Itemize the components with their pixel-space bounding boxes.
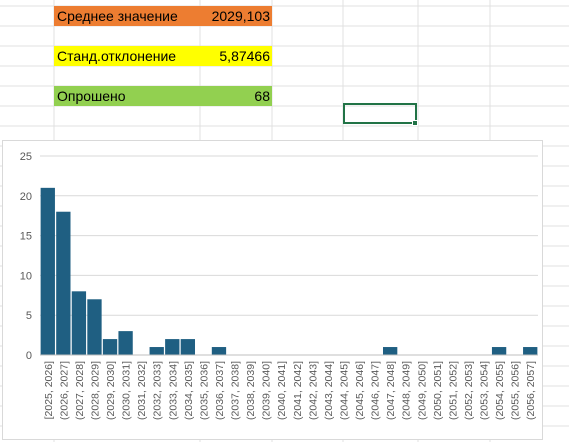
- mean-label: Среднее значение: [57, 8, 178, 24]
- histogram-bar[interactable]: [87, 299, 102, 355]
- stddev-row[interactable]: Станд.отклонение 5,87466: [54, 46, 272, 66]
- x-tick-label: (2045, 2046]: [354, 361, 366, 420]
- x-tick-label: (2040, 2041]: [276, 361, 288, 420]
- x-tick-label: (2049, 2050]: [416, 361, 428, 420]
- histogram-bar[interactable]: [149, 347, 164, 355]
- histogram-bar[interactable]: [211, 347, 227, 355]
- y-tick-label: 10: [20, 270, 32, 282]
- surveyed-row[interactable]: Опрошено 68: [54, 86, 272, 106]
- x-tick-label: (2026, 2027]: [58, 361, 70, 420]
- histogram-bar[interactable]: [40, 187, 55, 355]
- histogram-bar[interactable]: [56, 211, 71, 355]
- x-tick-label: (2046, 2047]: [370, 361, 382, 420]
- selected-cell[interactable]: [343, 103, 417, 124]
- histogram-bar[interactable]: [382, 347, 398, 355]
- surveyed-value: 68: [254, 88, 270, 104]
- x-tick-label: (2032, 2033]: [152, 361, 164, 420]
- x-tick-label: (2030, 2031]: [121, 361, 133, 420]
- x-tick-label: (2027, 2028]: [74, 361, 86, 420]
- histogram-bar[interactable]: [165, 339, 180, 355]
- x-tick-label: (2050, 2051]: [432, 361, 444, 420]
- chart-canvas: 0 5 10 15 20 25 [2025, 2026] (2026, 2027] (2027,…: [20, 151, 538, 420]
- histogram-chart[interactable]: 0 5 10 15 20 25 [2025, 2026] (2026, 2027] (2027,…: [2, 140, 543, 440]
- x-tick-label: (2029, 2030]: [105, 361, 117, 420]
- histogram-bar[interactable]: [180, 339, 196, 355]
- x-tick-label: (2038, 2039]: [245, 361, 257, 420]
- histogram-bar[interactable]: [118, 331, 133, 355]
- histogram-bar[interactable]: [523, 347, 538, 355]
- x-tick-label: (2047, 2048]: [385, 361, 397, 420]
- x-tick-label: (2056, 2057]: [525, 361, 537, 420]
- stddev-label: Станд.отклонение: [57, 48, 177, 64]
- y-tick-label: 20: [20, 191, 32, 203]
- x-tick-label: (2034, 2035]: [183, 361, 195, 420]
- y-tick-label: 25: [20, 151, 32, 163]
- x-tick-label: (2053, 2054]: [479, 361, 491, 420]
- x-tick-label: (2054, 2055]: [494, 361, 506, 420]
- mean-row[interactable]: Среднее значение 2029,103: [54, 6, 272, 26]
- y-tick-label: 0: [26, 350, 32, 362]
- x-tick-label: (2055, 2056]: [510, 361, 522, 420]
- x-tick-label: (2035, 2036]: [198, 361, 210, 420]
- x-tick-label: (2052, 2053]: [463, 361, 475, 420]
- fill-handle[interactable]: [412, 120, 418, 126]
- histogram-bar[interactable]: [102, 339, 118, 355]
- y-tick-label: 5: [26, 310, 32, 322]
- x-tick-label: (2033, 2034]: [167, 361, 179, 420]
- x-tick-label: (2039, 2040]: [261, 361, 273, 420]
- x-tick-label: (2051, 2052]: [447, 361, 459, 420]
- histogram-bar[interactable]: [491, 347, 507, 355]
- mean-value: 2029,103: [211, 8, 270, 24]
- y-tick-label: 15: [20, 231, 32, 243]
- x-tick-label: (2043, 2044]: [323, 361, 335, 420]
- stddev-value: 5,87466: [219, 48, 270, 64]
- histogram-bar[interactable]: [71, 291, 87, 355]
- x-tick-label: (2044, 2045]: [338, 361, 350, 420]
- x-tick-label: [2025, 2026]: [43, 361, 55, 419]
- x-tick-label: (2048, 2049]: [401, 361, 413, 420]
- x-tick-label: (2042, 2043]: [307, 361, 319, 420]
- x-tick-label: (2036, 2037]: [214, 361, 226, 420]
- x-tick-label: (2037, 2038]: [230, 361, 242, 420]
- x-tick-label: (2028, 2029]: [89, 361, 101, 420]
- x-tick-label: (2041, 2042]: [292, 361, 304, 420]
- surveyed-label: Опрошено: [57, 88, 126, 104]
- x-tick-label: (2031, 2032]: [136, 361, 148, 420]
